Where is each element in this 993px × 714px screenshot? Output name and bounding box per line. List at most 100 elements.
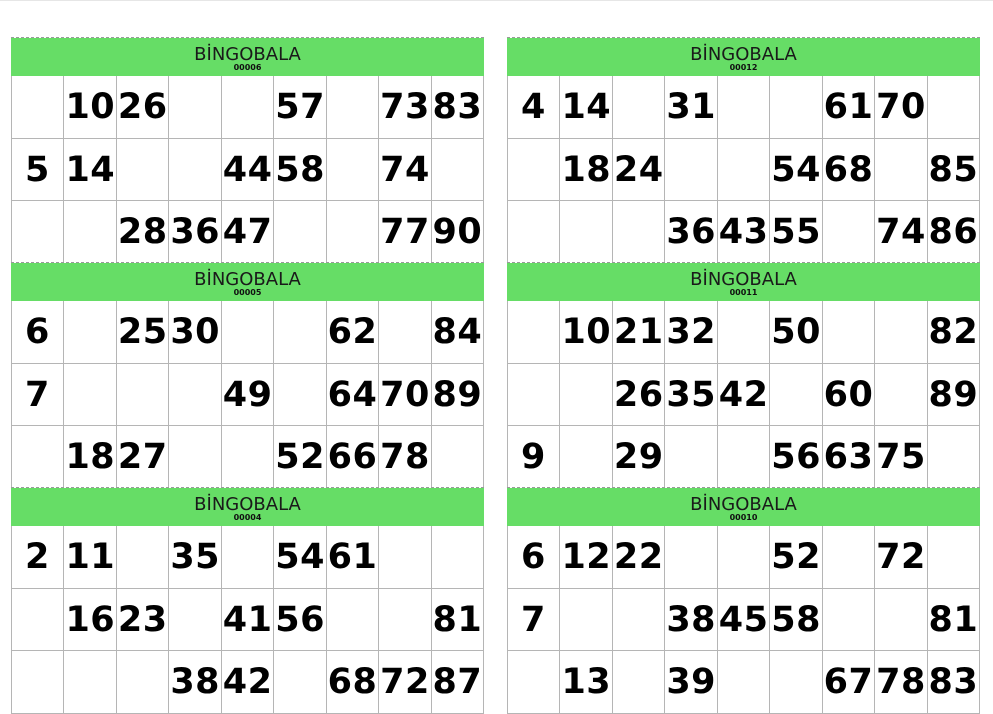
number-cell	[770, 76, 823, 139]
number-cell: 6	[12, 301, 65, 364]
card-title: BİNGOBALA	[194, 44, 301, 65]
number-cell	[822, 526, 876, 589]
bingo-card: BİNGOBALA 00005 6 25 30 62 84 7 49 64 70 89 18 27 52…	[11, 262, 484, 489]
number-cell: 24	[612, 138, 666, 201]
number-cell	[431, 138, 484, 201]
number-cell: 78	[379, 426, 432, 489]
number-cell: 39	[665, 651, 718, 714]
number-cell	[508, 651, 561, 714]
bingo-card: BİNGOBALA 00006 10 26 57 73 83 5 14 44 58 74 28 36 4…	[11, 37, 484, 264]
number-cell: 21	[612, 301, 666, 364]
number-cell: 26	[612, 363, 666, 426]
number-cell	[875, 138, 928, 201]
number-cell	[927, 76, 980, 139]
number-cell: 45	[717, 588, 771, 651]
number-cell: 32	[665, 301, 718, 364]
number-cell: 75	[875, 426, 928, 489]
number-cell: 35	[665, 363, 718, 426]
number-cell: 81	[431, 588, 484, 651]
number-cell	[508, 301, 561, 364]
number-cell	[560, 426, 613, 489]
card-serial-number: 00010	[729, 513, 758, 522]
number-cell: 25	[116, 301, 170, 364]
number-cell: 12	[560, 526, 613, 589]
number-cell: 52	[770, 526, 823, 589]
number-cell: 72	[875, 526, 928, 589]
number-cell	[560, 588, 613, 651]
number-cell	[12, 588, 65, 651]
number-cell: 49	[221, 363, 275, 426]
number-cell: 74	[379, 138, 432, 201]
number-cell: 61	[326, 526, 380, 589]
number-cell: 29	[612, 426, 666, 489]
number-cell	[221, 526, 275, 589]
card-title: BİNGOBALA	[194, 494, 301, 515]
number-cell	[612, 588, 666, 651]
number-cell: 70	[875, 76, 928, 139]
number-cell: 74	[875, 201, 928, 264]
card-number-grid: 2 11 35 54 61 16 23 41 56 81 38 42 68 72 87	[11, 526, 484, 714]
card-number-grid: 6 12 22 52 72 7 38 45 58 81 13 39 67 78 83	[507, 526, 980, 714]
number-cell: 86	[927, 201, 980, 264]
number-cell	[169, 76, 222, 139]
number-cell: 85	[927, 138, 980, 201]
number-cell	[770, 363, 823, 426]
number-cell	[12, 651, 65, 714]
number-cell	[221, 426, 275, 489]
number-cell: 58	[770, 588, 823, 651]
number-cell	[379, 588, 432, 651]
number-cell	[274, 301, 327, 364]
number-cell: 68	[326, 651, 380, 714]
number-cell: 56	[770, 426, 823, 489]
number-cell: 73	[379, 76, 432, 139]
number-cell	[508, 138, 561, 201]
card-serial-number: 00006	[233, 63, 262, 72]
number-cell: 83	[431, 76, 484, 139]
number-cell	[508, 201, 561, 264]
number-cell: 50	[770, 301, 823, 364]
card-title: BİNGOBALA	[194, 269, 301, 290]
page-top-border	[0, 0, 993, 1]
number-cell: 36	[169, 201, 222, 264]
number-cell: 13	[560, 651, 613, 714]
number-cell: 14	[64, 138, 117, 201]
number-cell: 5	[12, 138, 65, 201]
number-cell	[116, 651, 170, 714]
number-cell	[274, 363, 327, 426]
number-cell: 28	[116, 201, 170, 264]
number-cell	[431, 526, 484, 589]
number-cell: 60	[822, 363, 876, 426]
number-cell: 57	[274, 76, 327, 139]
card-number-grid: 10 21 32 50 82 26 35 42 60 89 9 29 56 63 75	[507, 301, 980, 489]
bingo-card: BİNGOBALA 00011 10 21 32 50 82 26 35 42 60 89 9 29 5…	[507, 262, 980, 489]
number-cell	[64, 651, 117, 714]
number-cell	[116, 363, 170, 426]
card-serial-number: 00012	[729, 63, 758, 72]
number-cell: 78	[875, 651, 928, 714]
number-cell	[169, 426, 222, 489]
bingo-card: BİNGOBALA 00012 4 14 31 61 70 18 24 54 68 85 36 43 5…	[507, 37, 980, 264]
number-cell	[221, 76, 275, 139]
card-title: BİNGOBALA	[690, 44, 797, 65]
number-cell	[717, 76, 771, 139]
number-cell	[717, 301, 771, 364]
number-cell	[717, 526, 771, 589]
number-cell	[12, 426, 65, 489]
number-cell: 66	[326, 426, 380, 489]
number-cell: 61	[822, 76, 876, 139]
number-cell	[875, 363, 928, 426]
card-header: BİNGOBALA 00006	[11, 38, 484, 76]
number-cell	[116, 526, 170, 589]
number-cell: 23	[116, 588, 170, 651]
number-cell: 54	[274, 526, 327, 589]
card-header: BİNGOBALA 00004	[11, 488, 484, 526]
number-cell	[612, 201, 666, 264]
number-cell	[431, 426, 484, 489]
number-cell: 64	[326, 363, 380, 426]
number-cell	[717, 651, 771, 714]
number-cell: 10	[560, 301, 613, 364]
number-cell: 52	[274, 426, 327, 489]
card-header: BİNGOBALA 00010	[507, 488, 980, 526]
card-header: BİNGOBALA 00012	[507, 38, 980, 76]
number-cell: 84	[431, 301, 484, 364]
